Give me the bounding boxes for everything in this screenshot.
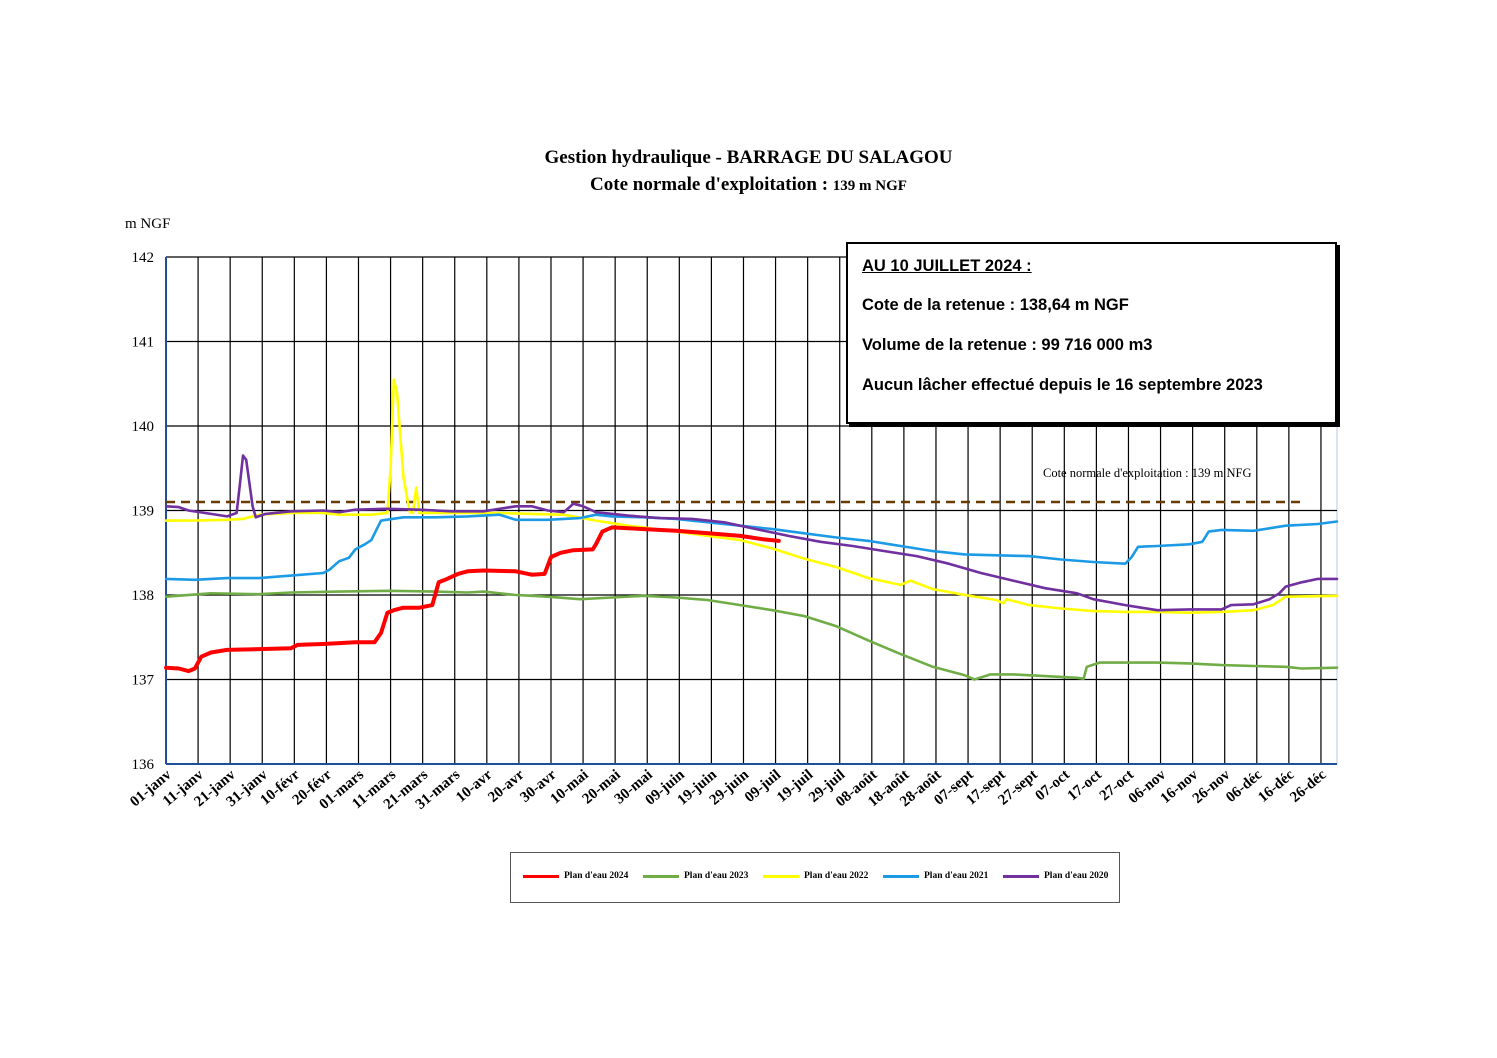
legend-item: Plan d'eau 2024 xyxy=(523,871,628,881)
legend-item: Plan d'eau 2023 xyxy=(643,871,748,881)
info-level: Cote de la retenue : 138,64 m NGF xyxy=(862,296,1129,314)
y-tick-label: 142 xyxy=(132,250,155,266)
x-tick-label: 26-déc xyxy=(1287,767,1329,806)
y-tick-label: 136 xyxy=(132,757,155,773)
chart-legend: Plan d'eau 2024 Plan d'eau 2023 Plan d'eau… xyxy=(510,852,1120,903)
legend-swatch xyxy=(1003,874,1039,878)
legend-swatch xyxy=(883,874,919,878)
legend-swatch xyxy=(523,874,559,878)
x-tick-label: 07-oct xyxy=(1033,767,1073,804)
y-tick-label: 140 xyxy=(132,419,155,435)
legend-label: Plan d'eau 2020 xyxy=(1044,871,1109,881)
info-box: AU 10 JUILLET 2024 : Cote de la retenue … xyxy=(846,242,1337,424)
legend-item: Plan d'eau 2020 xyxy=(1003,871,1108,881)
legend-swatch xyxy=(763,874,799,878)
x-tick-label: 26-nov xyxy=(1190,766,1234,806)
info-volume: Volume de la retenue : 99 716 000 m3 xyxy=(862,336,1153,354)
reference-line-label: Cote normale d'exploitation : 139 m NFG xyxy=(1043,466,1251,480)
legend-swatch xyxy=(643,874,679,878)
y-axis-label: m NGF xyxy=(125,216,171,232)
x-tick-label: 17-oct xyxy=(1065,767,1105,804)
chart-subtitle: Cote normale d'exploitation : 139 m NGF xyxy=(0,174,1497,196)
y-tick-label: 137 xyxy=(132,673,155,689)
subtitle-unit: 139 m NGF xyxy=(832,178,907,194)
x-tick-label: 19-juil xyxy=(774,767,816,806)
x-tick-label: 09-juil xyxy=(742,767,784,806)
series-line xyxy=(164,513,1339,582)
legend-label: Plan d'eau 2024 xyxy=(564,871,629,881)
x-tick-label: 06-déc xyxy=(1223,767,1265,806)
y-tick-label: 138 xyxy=(132,588,155,604)
series-line xyxy=(164,454,1339,612)
info-release: Aucun lâcher effectué depuis le 16 septe… xyxy=(862,376,1263,394)
legend-item: Plan d'eau 2022 xyxy=(763,871,868,881)
legend-label: Plan d'eau 2023 xyxy=(684,871,749,881)
x-tick-label: 20-avr xyxy=(485,767,527,806)
y-tick-label: 139 xyxy=(132,504,155,520)
legend-item: Plan d'eau 2021 xyxy=(883,871,988,881)
info-heading: AU 10 JUILLET 2024 : xyxy=(862,257,1032,275)
x-tick-label: 10-avr xyxy=(453,767,495,806)
x-tick-label: 16-déc xyxy=(1255,767,1297,806)
legend-label: Plan d'eau 2021 xyxy=(924,871,989,881)
legend-label: Plan d'eau 2022 xyxy=(804,871,869,881)
chart-title: Gestion hydraulique - BARRAGE DU SALAGOU xyxy=(544,147,953,168)
subtitle-text: Cote normale d'exploitation : xyxy=(590,174,833,195)
series-line xyxy=(164,525,781,674)
series-line xyxy=(164,589,1339,681)
y-tick-label: 141 xyxy=(132,335,155,351)
